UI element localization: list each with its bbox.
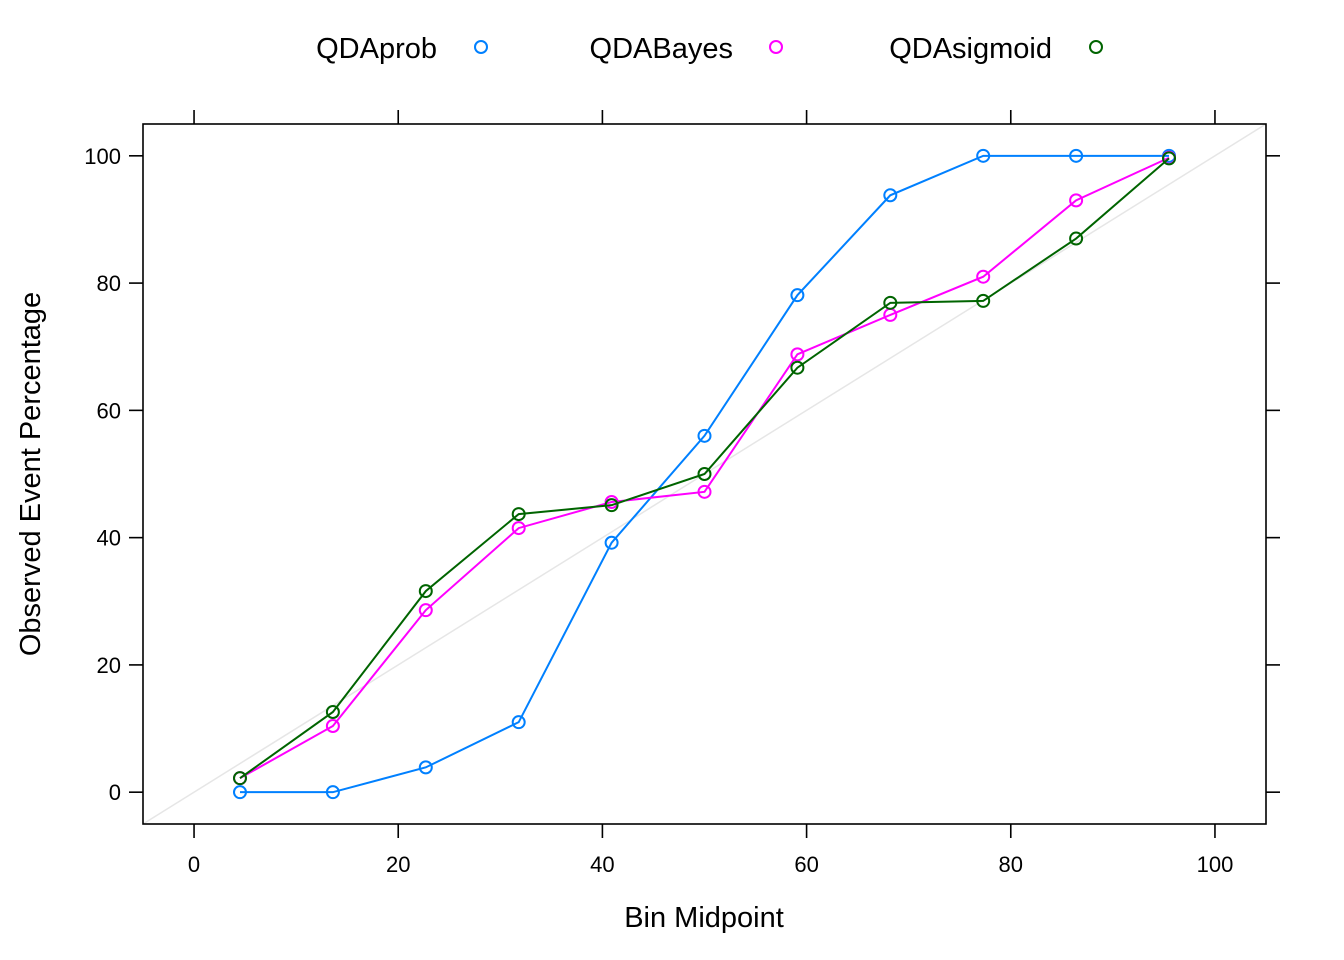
data-point-QDAprob xyxy=(697,428,712,443)
data-point-QDAsigmoid xyxy=(883,295,898,310)
y-tick-label: 20 xyxy=(97,653,121,678)
data-point-QDAsigmoid xyxy=(1162,151,1177,166)
legend-marker-QDAprob xyxy=(474,40,488,54)
legend-label-QDABayes: QDABayes xyxy=(590,33,733,65)
y-tick-label: 80 xyxy=(97,271,121,296)
x-tick-label: 100 xyxy=(1197,852,1234,877)
data-point-QDAprob xyxy=(1069,148,1084,163)
data-point-QDABayes xyxy=(697,484,712,499)
x-tick-label: 40 xyxy=(590,852,614,877)
y-tick-label: 40 xyxy=(97,526,121,551)
data-point-QDAprob xyxy=(511,715,526,730)
plot-frame xyxy=(142,123,1267,825)
data-point-QDAprob xyxy=(976,148,991,163)
data-point-QDAsigmoid xyxy=(418,584,433,599)
data-point-QDAprob xyxy=(883,188,898,203)
data-point-QDABayes xyxy=(418,603,433,618)
legend-marker-QDABayes xyxy=(769,40,783,54)
legend-marker-QDAsigmoid xyxy=(1089,40,1103,54)
series-line-QDAprob xyxy=(239,154,1170,794)
y-axis-title: Observed Event Percentage xyxy=(15,292,47,656)
x-tick-label: 80 xyxy=(999,852,1023,877)
x-tick-label: 20 xyxy=(386,852,410,877)
data-point-QDAsigmoid xyxy=(511,507,526,522)
data-point-QDAsigmoid xyxy=(232,771,247,786)
data-point-QDABayes xyxy=(790,347,805,362)
data-point-QDAsigmoid xyxy=(1069,231,1084,246)
y-tick-label: 60 xyxy=(97,398,121,423)
legend-label-QDAprob: QDAprob xyxy=(316,33,437,65)
data-point-QDABayes xyxy=(325,719,340,733)
plot-area: 0 20 40 60 80 100 0 20 40 60 80 100 xyxy=(84,110,1280,877)
data-point-QDAsigmoid xyxy=(790,360,805,375)
data-point-QDABayes xyxy=(1069,193,1084,208)
data-point-QDAsigmoid xyxy=(325,705,340,719)
data-point-QDAsigmoid xyxy=(604,498,619,513)
legend: QDAprob QDABayes QDAsigmoid xyxy=(316,33,1103,65)
legend-label-QDAsigmoid: QDAsigmoid xyxy=(889,33,1052,65)
x-tick-label: 60 xyxy=(794,852,818,877)
x-axis-title: Bin Midpoint xyxy=(624,902,784,934)
x-tick-label: 0 xyxy=(188,852,200,877)
data-point-QDAprob xyxy=(325,785,340,800)
series-line-QDABayes xyxy=(239,156,1170,780)
data-point-QDAprob xyxy=(604,535,619,550)
data-point-QDABayes xyxy=(511,521,526,536)
data-point-QDAsigmoid xyxy=(697,467,712,481)
data-point-QDAprob xyxy=(790,288,805,303)
series-line-QDAsigmoid xyxy=(239,157,1170,779)
data-point-QDAprob xyxy=(418,760,433,775)
y-tick-label: 100 xyxy=(84,144,121,169)
data-point-QDABayes xyxy=(976,269,991,284)
y-tick-label: 0 xyxy=(109,780,121,805)
data-point-QDAsigmoid xyxy=(976,293,991,308)
data-point-QDAprob xyxy=(232,785,247,800)
